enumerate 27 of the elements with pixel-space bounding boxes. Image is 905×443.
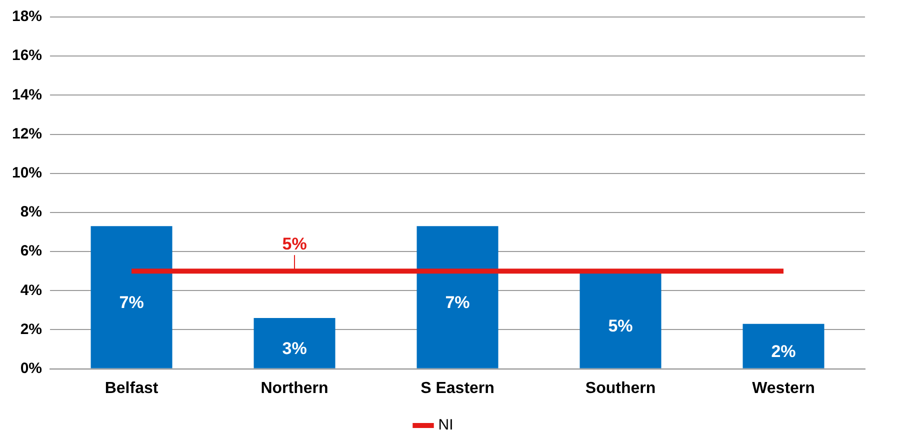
bar bbox=[90, 226, 172, 368]
x-tick-label: Northern bbox=[260, 380, 328, 397]
data-label: 5% bbox=[608, 316, 633, 336]
bar bbox=[580, 273, 662, 368]
y-tick-label: 16% bbox=[12, 47, 42, 64]
y-tick-label: 4% bbox=[20, 282, 42, 299]
y-tick-label: 14% bbox=[12, 86, 42, 104]
data-label: 7% bbox=[445, 292, 470, 312]
y-tick-label: 12% bbox=[12, 125, 42, 142]
bar bbox=[416, 226, 498, 368]
y-tick-label: 6% bbox=[20, 242, 42, 260]
y-tick-label: 18% bbox=[12, 8, 42, 26]
x-tick-label: Western bbox=[752, 380, 815, 397]
y-tick-label: 8% bbox=[20, 204, 42, 221]
bar bbox=[742, 324, 824, 368]
data-label: 7% bbox=[119, 292, 144, 312]
x-tick-label: S Eastern bbox=[420, 380, 494, 397]
bar bbox=[254, 318, 336, 368]
data-label: 3% bbox=[282, 338, 307, 358]
y-tick-label: 0% bbox=[20, 360, 42, 377]
x-tick-label: Southern bbox=[585, 380, 656, 397]
y-tick-label: 2% bbox=[20, 320, 42, 338]
legend-label: NI bbox=[438, 416, 454, 434]
x-tick-label: Belfast bbox=[104, 380, 159, 397]
data-label: 5% bbox=[282, 234, 307, 254]
y-tick-label: 10% bbox=[12, 164, 42, 182]
data-label: 2% bbox=[771, 342, 796, 361]
